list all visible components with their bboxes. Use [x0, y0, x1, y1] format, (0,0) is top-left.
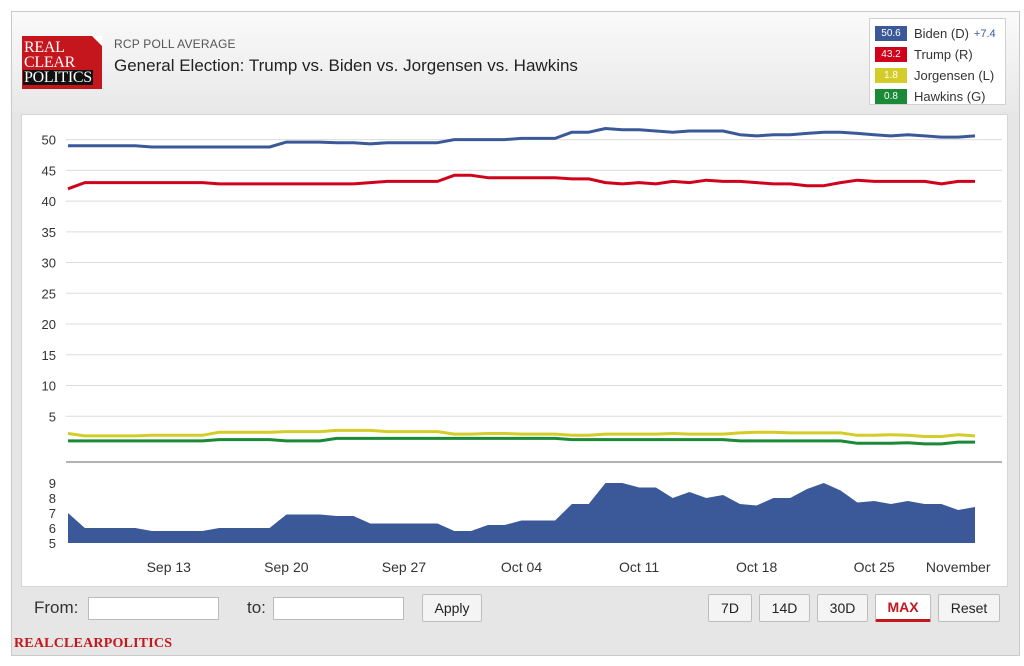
legend-item-hawkins[interactable]: 0.8 Hawkins (G) [875, 86, 1005, 107]
navigator-tick-label: 5 [49, 536, 56, 551]
to-label: to: [247, 598, 266, 617]
legend-label-jorgensen: Jorgensen (L) [914, 68, 995, 83]
to-date-input[interactable] [273, 597, 404, 620]
apply-button[interactable]: Apply [422, 594, 482, 622]
y-tick-label: 15 [42, 348, 56, 363]
y-tick-label: 20 [42, 317, 56, 332]
legend-label-biden: Biden (D) [914, 26, 969, 41]
legend-lead-biden: +7.4 [973, 27, 996, 40]
legend-value-jorgensen: 1.8 [875, 68, 907, 83]
series-line [67, 428, 976, 438]
legend-item-trump[interactable]: 43.2 Trump (R) [875, 44, 1005, 65]
legend-value-trump: 43.2 [875, 47, 907, 62]
navigator-tick-label: 9 [49, 476, 56, 491]
legend-label-trump: Trump (R) [914, 47, 973, 62]
range-30d-button[interactable]: 30D [817, 594, 868, 622]
series-line [68, 436, 975, 446]
range-max-button[interactable]: MAX [875, 594, 931, 622]
logo-fold [92, 36, 102, 46]
legend-item-biden[interactable]: 50.6 Biden (D) +7.4 [875, 23, 1005, 44]
legend-item-jorgensen[interactable]: 1.8 Jorgensen (L) [875, 65, 1005, 86]
y-tick-label: 10 [42, 379, 56, 394]
x-tick-label: Oct 25 [854, 559, 895, 575]
navigator-tick-label: 7 [49, 506, 56, 521]
date-controls: From: to: Apply 7D 14D 30D MAX Reset [22, 589, 1007, 631]
y-tick-label: 5 [49, 409, 56, 424]
footer-brand[interactable]: REALCLEARPOLITICS [14, 636, 173, 651]
legend-value-hawkins: 0.8 [875, 89, 907, 104]
from-label: From: [34, 598, 79, 617]
series-line [67, 173, 975, 191]
x-tick-label: Oct 04 [501, 559, 542, 575]
chart-subtitle: RCP POLL AVERAGE [114, 37, 236, 51]
range-7d-button[interactable]: 7D [708, 594, 752, 622]
rcp-logo[interactable]: REAL CLEAR POLITICS [22, 36, 102, 89]
range-14d-button[interactable]: 14D [759, 594, 810, 622]
legend-value-biden: 50.6 [875, 26, 907, 41]
chart-title: General Election: Trump vs. Biden vs. Jo… [114, 56, 578, 75]
from-date-input[interactable] [88, 597, 219, 620]
navigator-tick-label: 8 [49, 491, 56, 506]
y-tick-label: 50 [42, 133, 56, 148]
chart-header [12, 12, 1019, 112]
x-tick-label: Sep 13 [147, 559, 192, 575]
x-tick-label: Oct 18 [736, 559, 777, 575]
legend: 50.6 Biden (D) +7.4 43.2 Trump (R) 1.8 J… [869, 18, 1006, 105]
logo-line: REAL [24, 39, 65, 56]
reset-button[interactable]: Reset [938, 594, 1000, 622]
x-tick-label: November [926, 559, 991, 575]
y-tick-label: 45 [42, 163, 56, 178]
x-tick-label: Oct 11 [619, 559, 659, 575]
series-line [68, 127, 976, 149]
y-tick-label: 30 [42, 256, 56, 271]
logo-line: CLEAR [24, 54, 75, 71]
y-tick-label: 35 [42, 225, 56, 240]
navigator-tick-label: 6 [49, 521, 56, 536]
y-tick-label: 40 [42, 194, 56, 209]
logo-line: POLITICS [23, 69, 93, 86]
x-tick-label: Sep 27 [382, 559, 427, 575]
legend-label-hawkins: Hawkins (G) [914, 89, 986, 104]
x-tick-label: Sep 20 [264, 559, 309, 575]
lead-area [68, 483, 975, 543]
y-tick-label: 25 [42, 286, 56, 301]
